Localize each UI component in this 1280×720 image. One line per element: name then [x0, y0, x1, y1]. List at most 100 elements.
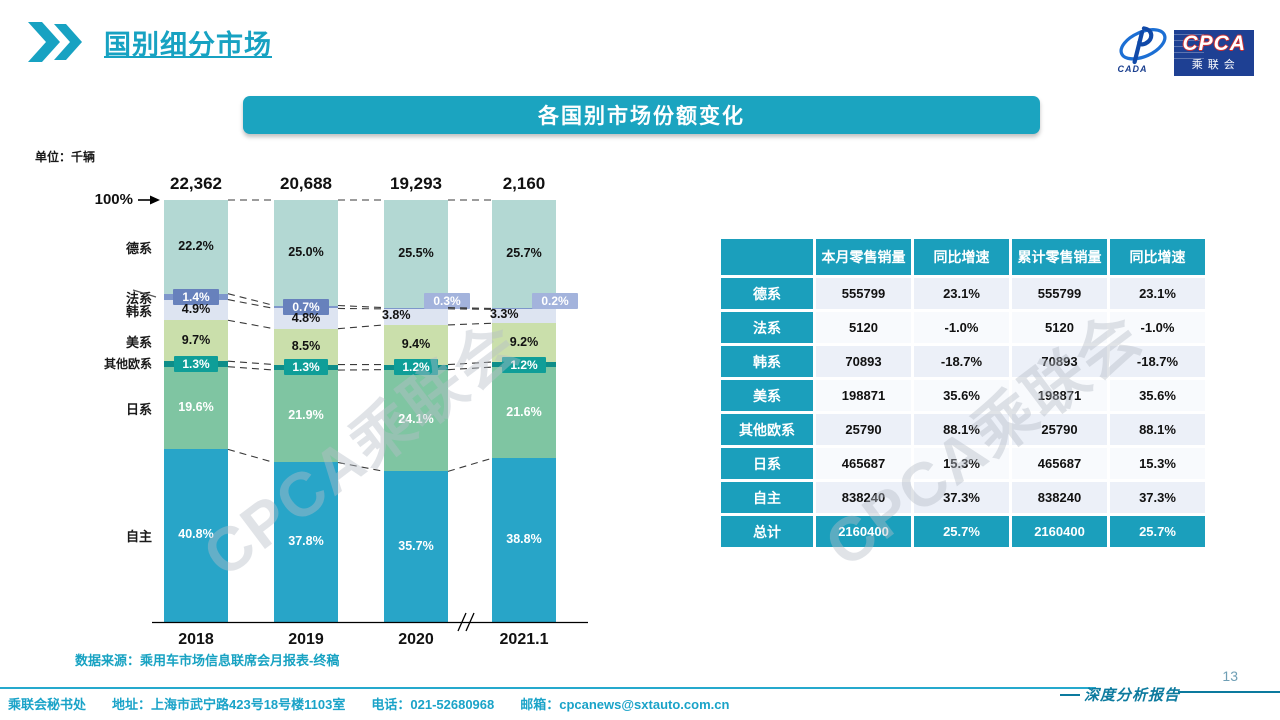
page-title: 国别细分市场: [104, 29, 272, 60]
series-label-自主: 自主: [125, 529, 152, 545]
bar-segment-日系: [492, 367, 556, 459]
footer-bar: 乘联会秘书处 地址：上海市武宁路423号18号楼1103室 电话：021-526…: [0, 687, 1096, 720]
table-cell: 70893: [1012, 346, 1107, 377]
table-cell: 465687: [1012, 448, 1107, 479]
bar-total-label: 2,160: [502, 174, 546, 193]
table-row-法系: 法系 5120 -1.0% 5120 -1.0%: [721, 312, 1205, 343]
table-cell: 198871: [1012, 380, 1107, 411]
segment-label-美系: 9.2%: [509, 334, 539, 349]
double-chevron-icon: [28, 22, 82, 62]
sales-table: 本月零售销量 同比增速 累计零售销量 同比增速 德系 555799 23.1% 555799 2…: [718, 236, 1208, 550]
segment-label-日系: 19.6%: [178, 400, 214, 415]
table-cell: 2160400: [816, 516, 911, 547]
axis-top-label: 100%: [94, 191, 133, 208]
table-row-德系: 德系 555799 23.1% 555799 23.1%: [721, 278, 1205, 309]
segment-label-其他欧系: 1.2%: [394, 359, 438, 376]
segment-label-法系: 0.2%: [532, 293, 578, 310]
bar-segment-韩系: [492, 309, 556, 324]
table-row-总计: 总计 2160400 25.7% 2160400 25.7%: [721, 516, 1205, 547]
table-cell: 37.3%: [914, 482, 1009, 513]
bar-segment-德系: [492, 200, 556, 309]
table-cell: 88.1%: [914, 414, 1009, 445]
series-label-日系: 日系: [125, 402, 152, 418]
bar-segment-美系: [164, 320, 228, 362]
segment-label-韩系: 4.9%: [181, 301, 211, 316]
row-label: 韩系: [721, 346, 813, 377]
row-label: 日系: [721, 448, 813, 479]
table-cell: 2160400: [1012, 516, 1107, 547]
bar-segment-日系: [164, 366, 228, 450]
chenglianhui-text: 乘联会: [1191, 59, 1240, 71]
table-cell: 5120: [816, 312, 911, 343]
chart-banner-title: 各国别市场份额变化: [243, 96, 1040, 134]
row-label: 总计: [721, 516, 813, 547]
table-cell: 198871: [816, 380, 911, 411]
cada-text: CADA: [1117, 64, 1148, 74]
series-label-德系: 德系: [125, 240, 152, 256]
table-cell: 88.1%: [1110, 414, 1205, 445]
footer-secretariat: 乘联会秘书处: [8, 697, 87, 712]
bar-segment-日系: [384, 369, 448, 472]
bar-segment-自主: [384, 471, 448, 622]
series-label-其他欧系: 其他欧系: [103, 356, 152, 371]
table-cell: 555799: [816, 278, 911, 309]
bar-segment-美系: [492, 323, 556, 363]
table-cell: 25.7%: [914, 516, 1009, 547]
table-cell: 15.3%: [914, 448, 1009, 479]
cpca-logo: CADA CPCA 乘联会: [1115, 22, 1254, 76]
report-label: 深度分析报告: [1084, 686, 1181, 704]
segment-label-美系: 9.7%: [181, 332, 211, 347]
report-mark-line-right: [1178, 691, 1280, 693]
table-cell: 838240: [816, 482, 911, 513]
table-header: 本月零售销量: [816, 239, 911, 275]
segment-label-德系: 25.0%: [288, 244, 324, 259]
bar-segment-德系: [164, 200, 228, 294]
segment-label-自主: 38.8%: [506, 532, 542, 547]
data-source-note: 数据来源：乘用车市场信息联席会月报表-终稿: [75, 653, 340, 668]
table-cell: 555799: [1012, 278, 1107, 309]
table-cell: 15.3%: [1110, 448, 1205, 479]
table-cell: 25.7%: [1110, 516, 1205, 547]
cpca-swoosh-icon: CADA: [1115, 22, 1171, 74]
segment-label-韩系: 3.3%: [490, 307, 519, 322]
table-cell: 25790: [1012, 414, 1107, 445]
row-label: 法系: [721, 312, 813, 343]
bar-segment-德系: [274, 200, 338, 306]
footer-email: 邮箱：cpcanews@sxtauto.com.cn: [520, 697, 730, 712]
series-label-韩系: 韩系: [125, 303, 152, 319]
cpca-logo-box: CPCA 乘联会: [1174, 30, 1254, 76]
table-cell: 465687: [816, 448, 911, 479]
table-cell: -18.7%: [914, 346, 1009, 377]
report-mark-line-left: [1060, 694, 1080, 696]
bar-segment-美系: [274, 328, 338, 365]
bar-segment-美系: [384, 324, 448, 365]
footer-address: 地址：上海市武宁路423号18号楼1103室: [112, 697, 346, 712]
bar-total-label: 19,293: [390, 174, 442, 193]
segment-label-韩系: 4.8%: [291, 310, 321, 325]
unit-label: 单位：千辆: [35, 150, 96, 164]
table-cell: 70893: [816, 346, 911, 377]
bar-segment-韩系: [384, 308, 448, 325]
x-axis-label: 2019: [288, 631, 324, 648]
table-row-美系: 美系 198871 35.6% 198871 35.6%: [721, 380, 1205, 411]
table-cell: 25790: [816, 414, 911, 445]
table-cell: 35.6%: [914, 380, 1009, 411]
segment-label-美系: 8.5%: [291, 338, 321, 353]
row-label: 其他欧系: [721, 414, 813, 445]
segment-label-自主: 35.7%: [398, 538, 434, 553]
cpca-text: CPCA: [1182, 32, 1246, 55]
table-row-自主: 自主 838240 37.3% 838240 37.3%: [721, 482, 1205, 513]
segment-label-日系: 21.9%: [288, 408, 324, 423]
segment-label-法系: 0.3%: [424, 292, 470, 309]
bar-segment-自主: [274, 462, 338, 622]
series-label-美系: 美系: [125, 334, 152, 350]
segment-label-其他欧系: 1.3%: [174, 355, 218, 372]
segment-label-其他欧系: 1.3%: [284, 359, 328, 376]
segment-label-日系: 24.1%: [398, 412, 434, 427]
report-mark: 13 深度分析报告: [1060, 668, 1280, 712]
segment-label-日系: 21.6%: [506, 404, 542, 419]
table-cell: 838240: [1012, 482, 1107, 513]
segment-label-韩系: 3.8%: [382, 307, 411, 322]
table-header: 同比增速: [1110, 239, 1205, 275]
table-row-韩系: 韩系 70893 -18.7% 70893 -18.7%: [721, 346, 1205, 377]
